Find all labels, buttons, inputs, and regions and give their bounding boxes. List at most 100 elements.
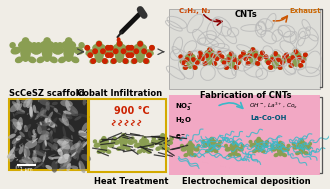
Ellipse shape [284, 53, 289, 57]
Ellipse shape [64, 151, 70, 161]
Circle shape [205, 54, 208, 57]
Ellipse shape [113, 136, 117, 141]
Ellipse shape [69, 140, 73, 142]
Ellipse shape [20, 41, 31, 62]
Ellipse shape [59, 148, 62, 149]
Circle shape [287, 59, 291, 63]
Ellipse shape [250, 47, 256, 53]
Ellipse shape [40, 137, 45, 140]
Ellipse shape [292, 142, 296, 146]
Ellipse shape [63, 111, 72, 115]
Circle shape [91, 59, 95, 63]
Ellipse shape [147, 143, 154, 148]
Ellipse shape [248, 49, 258, 57]
Ellipse shape [34, 129, 36, 130]
Ellipse shape [61, 139, 70, 146]
Ellipse shape [223, 65, 230, 70]
Ellipse shape [157, 135, 168, 142]
Ellipse shape [38, 161, 40, 162]
Ellipse shape [220, 58, 228, 64]
Ellipse shape [35, 144, 40, 153]
Ellipse shape [229, 51, 234, 57]
Ellipse shape [54, 47, 64, 55]
Ellipse shape [36, 150, 46, 156]
Circle shape [188, 52, 192, 56]
Ellipse shape [50, 154, 55, 157]
Circle shape [114, 49, 118, 53]
Ellipse shape [65, 100, 71, 111]
Circle shape [244, 57, 248, 61]
Ellipse shape [151, 139, 155, 144]
Ellipse shape [308, 142, 312, 146]
Ellipse shape [34, 157, 38, 164]
Ellipse shape [8, 134, 16, 139]
Ellipse shape [137, 40, 144, 47]
Ellipse shape [254, 61, 261, 66]
Ellipse shape [13, 123, 14, 125]
Ellipse shape [63, 117, 67, 123]
Circle shape [208, 48, 212, 52]
Ellipse shape [69, 105, 78, 114]
Ellipse shape [45, 140, 47, 146]
Ellipse shape [292, 145, 299, 150]
Ellipse shape [169, 136, 174, 141]
Ellipse shape [166, 140, 173, 145]
Ellipse shape [226, 53, 237, 60]
Ellipse shape [36, 57, 45, 63]
Ellipse shape [293, 49, 299, 54]
Ellipse shape [64, 119, 68, 122]
Circle shape [239, 55, 243, 59]
Ellipse shape [51, 134, 52, 136]
Ellipse shape [11, 47, 21, 55]
Ellipse shape [282, 153, 287, 157]
Ellipse shape [137, 149, 143, 154]
Ellipse shape [40, 122, 42, 125]
Ellipse shape [40, 107, 47, 118]
Ellipse shape [65, 159, 70, 161]
Ellipse shape [12, 101, 21, 110]
Circle shape [256, 62, 259, 65]
Ellipse shape [207, 47, 213, 53]
Ellipse shape [270, 53, 281, 60]
Ellipse shape [218, 140, 222, 144]
Ellipse shape [120, 136, 127, 150]
Ellipse shape [36, 123, 39, 124]
Ellipse shape [135, 44, 145, 63]
Circle shape [226, 58, 230, 61]
Ellipse shape [205, 149, 210, 153]
Ellipse shape [31, 157, 42, 162]
Ellipse shape [35, 115, 40, 120]
Ellipse shape [124, 49, 133, 56]
Ellipse shape [290, 51, 302, 58]
Ellipse shape [206, 50, 214, 65]
Ellipse shape [60, 163, 67, 167]
Ellipse shape [39, 136, 50, 140]
Ellipse shape [279, 58, 286, 64]
Circle shape [184, 66, 187, 69]
Ellipse shape [46, 102, 50, 111]
Ellipse shape [78, 113, 90, 118]
Ellipse shape [299, 139, 304, 143]
Ellipse shape [16, 135, 21, 141]
Ellipse shape [27, 113, 28, 115]
Ellipse shape [15, 57, 23, 63]
Ellipse shape [96, 40, 103, 47]
Ellipse shape [298, 63, 304, 68]
Circle shape [211, 54, 215, 57]
Ellipse shape [81, 141, 88, 149]
Ellipse shape [49, 130, 53, 137]
Ellipse shape [74, 155, 76, 157]
Circle shape [225, 66, 228, 69]
Circle shape [93, 49, 97, 53]
Ellipse shape [16, 165, 17, 169]
Ellipse shape [81, 131, 89, 139]
Ellipse shape [85, 49, 95, 56]
Circle shape [260, 51, 264, 55]
Ellipse shape [99, 138, 109, 145]
Circle shape [233, 58, 236, 61]
Circle shape [267, 61, 270, 64]
Circle shape [85, 46, 89, 50]
Circle shape [182, 61, 185, 64]
Ellipse shape [23, 98, 31, 107]
Ellipse shape [78, 42, 85, 49]
